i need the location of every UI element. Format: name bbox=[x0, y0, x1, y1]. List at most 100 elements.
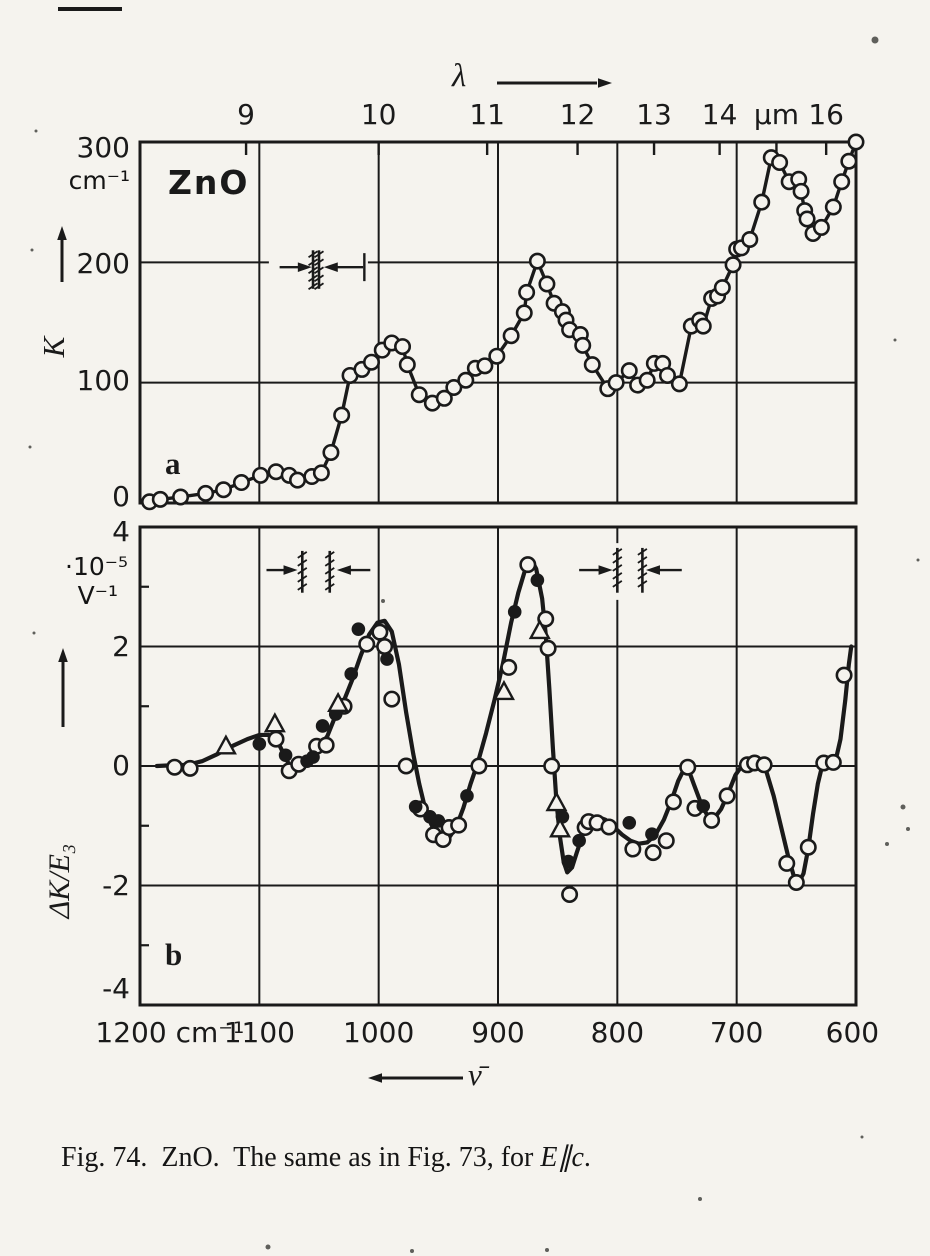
scan-speckle bbox=[34, 129, 38, 133]
panel-b-series-open-triangle bbox=[214, 618, 572, 838]
data-point-open-circle bbox=[289, 471, 307, 489]
panel-b-y-tick: -4 bbox=[102, 971, 130, 1005]
scan-speckle bbox=[410, 1249, 414, 1253]
data-point-open-circle bbox=[741, 230, 759, 248]
resolution-bar-hatch bbox=[637, 556, 648, 564]
bottom-tick-label: 1100 bbox=[223, 1016, 295, 1049]
data-point-filled-circle bbox=[351, 622, 366, 636]
data-point-open-circle bbox=[755, 756, 773, 774]
data-point-open-circle bbox=[753, 193, 771, 211]
top-tick-label: 12 bbox=[559, 98, 596, 131]
panel-a-y-tick: 300 bbox=[76, 131, 130, 165]
top-tick-label: 14 bbox=[701, 98, 738, 131]
resolution-bar-hatch bbox=[612, 580, 623, 588]
panel-b-border bbox=[138, 525, 858, 1007]
top-tick-label: 11 bbox=[469, 98, 505, 131]
panel-b-y-tick: 0 bbox=[112, 749, 130, 782]
top-axis-ticks bbox=[244, 142, 828, 155]
data-point-open-circle bbox=[840, 152, 858, 170]
data-point-filled-circle bbox=[507, 605, 522, 619]
bottom-tick-label: 600 bbox=[825, 1016, 880, 1049]
panel-b-y-unit-line1: ·10⁻⁵ bbox=[65, 552, 128, 581]
panel-b-series-open-circle bbox=[166, 556, 853, 903]
data-point-open-circle bbox=[333, 406, 351, 424]
data-point-filled-circle bbox=[561, 854, 576, 869]
data-point-open-circle bbox=[166, 758, 184, 776]
top-tick-label: 16 bbox=[808, 98, 844, 131]
resolution-bar-hatch bbox=[612, 572, 623, 580]
data-point-open-circle bbox=[410, 386, 428, 404]
caption-text: Fig. 74. ZnO. The same as in Fig. 73, fo… bbox=[61, 1142, 541, 1173]
data-point-open-circle bbox=[644, 844, 662, 862]
data-point-open-circle bbox=[470, 757, 488, 775]
data-point-open-circle bbox=[538, 275, 556, 293]
data-point-open-circle bbox=[383, 690, 401, 708]
resolution-bar-hatch bbox=[637, 548, 648, 556]
data-point-filled-circle bbox=[315, 719, 330, 733]
arrowhead bbox=[645, 565, 660, 575]
scan-speckle bbox=[265, 1244, 271, 1250]
data-point-filled-circle bbox=[645, 827, 659, 841]
scan-speckle bbox=[900, 804, 906, 810]
data-point-filled-circle bbox=[408, 799, 423, 814]
data-point-open-circle bbox=[397, 757, 415, 775]
panel-b-yaxis-arrow bbox=[58, 648, 68, 727]
data-point-open-circle bbox=[172, 488, 190, 506]
resolution-bar-hatch bbox=[612, 564, 623, 572]
data-point-open-circle bbox=[787, 874, 805, 892]
data-point-filled-circle bbox=[530, 573, 545, 587]
data-point-open-circle bbox=[799, 838, 817, 856]
data-point-open-circle bbox=[664, 793, 682, 811]
arrowhead bbox=[336, 565, 351, 575]
data-point-open-circle bbox=[488, 347, 506, 365]
data-point-open-circle bbox=[539, 639, 557, 657]
bottom-tick-label: 1200 cm⁻¹ bbox=[95, 1016, 245, 1049]
data-point-open-circle bbox=[435, 389, 453, 407]
data-point-open-circle bbox=[515, 304, 533, 322]
data-point-open-circle bbox=[812, 218, 830, 236]
panel-b-y-tick: 4 bbox=[112, 514, 130, 548]
data-point-open-circle bbox=[322, 443, 340, 461]
resolution-bar-hatch bbox=[324, 583, 335, 591]
panel-b-resolution-marker bbox=[266, 550, 371, 593]
bottom-tick-label: 800 bbox=[590, 1016, 645, 1049]
data-point-open-triangle bbox=[263, 712, 286, 733]
panel-b-resolution-marker bbox=[579, 547, 682, 593]
scan-speckle bbox=[698, 1197, 702, 1201]
bottom-axis-title-nu: ν̄ bbox=[468, 1057, 482, 1092]
data-point-open-circle bbox=[457, 371, 475, 389]
data-point-filled-circle bbox=[380, 652, 394, 666]
resolution-bar-hatch bbox=[637, 564, 648, 572]
data-point-open-circle bbox=[824, 198, 842, 216]
data-point-open-circle bbox=[519, 556, 537, 574]
data-point-open-circle bbox=[624, 840, 642, 858]
data-point-open-circle bbox=[792, 182, 810, 200]
caption-period: . bbox=[583, 1142, 591, 1173]
arrowhead bbox=[323, 262, 338, 272]
resolution-bar-hatch bbox=[324, 567, 335, 575]
panel-b-y-tick: -2 bbox=[102, 868, 130, 902]
nu-axis-arrow bbox=[368, 1073, 463, 1083]
resolution-bar-hatch bbox=[308, 250, 319, 259]
panel-a-yaxis-arrow bbox=[57, 226, 67, 282]
panel-a-y-tick: 100 bbox=[76, 364, 130, 398]
arrowhead bbox=[598, 565, 613, 575]
data-point-open-circle bbox=[771, 153, 789, 171]
resolution-bar-hatch bbox=[308, 258, 319, 267]
panel-a-markers bbox=[141, 133, 865, 511]
data-point-open-circle bbox=[181, 759, 199, 777]
data-point-filled-circle bbox=[306, 750, 320, 764]
resolution-bar-hatch bbox=[308, 274, 319, 283]
resolution-bar-hatch bbox=[314, 258, 324, 267]
panel-b-curve bbox=[154, 557, 854, 885]
figure-caption: Fig. 74. ZnO. The same as in Fig. 73, fo… bbox=[33, 1108, 793, 1206]
data-point-open-circle bbox=[543, 757, 561, 775]
data-point-open-circle bbox=[502, 327, 520, 345]
data-point-open-circle bbox=[657, 832, 675, 850]
data-point-filled-circle bbox=[278, 748, 293, 763]
data-point-open-triangle bbox=[549, 817, 572, 838]
data-point-open-circle bbox=[518, 283, 536, 301]
data-point-open-circle bbox=[537, 610, 555, 628]
data-point-open-circle bbox=[317, 736, 335, 754]
resolution-bar-hatch bbox=[637, 572, 648, 580]
